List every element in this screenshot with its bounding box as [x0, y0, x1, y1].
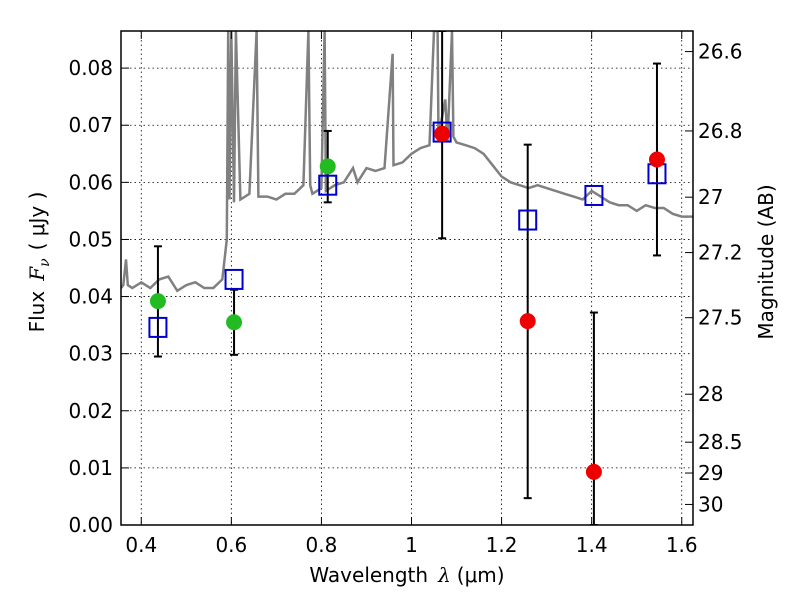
model-square-marker: [148, 316, 168, 338]
model-square-marker: [318, 174, 338, 196]
y2-tick-label: 28.5: [698, 430, 743, 454]
y-tick-label: 0.05: [68, 227, 113, 251]
green-circle-marker: [319, 158, 336, 175]
y2-axis-title: Magnitude (AB): [754, 184, 778, 339]
plot-frame: [120, 30, 694, 526]
y2-tick-label: 30: [698, 492, 723, 516]
green-circle-marker: [149, 293, 166, 310]
spectrum-line: [121, 31, 693, 293]
y2-tick-label: 26.6: [698, 40, 743, 64]
y-tick-labels: 0.00 0.01 0.02 0.03 0.04 0.05 0.06 0.07 0.08: [68, 56, 113, 537]
model-square-marker: [584, 184, 604, 206]
y-tick-label: 0.08: [68, 56, 113, 80]
x-tick-label: 1.6: [666, 533, 698, 557]
y2-tick-label: 28: [698, 382, 723, 406]
y-tick-label: 0.02: [68, 399, 113, 423]
y2-tick-labels: 26.6 26.8 27 27.2 27.5 28 28.5 29 30: [698, 40, 743, 517]
red-circle-marker: [519, 313, 536, 330]
data-markers: [148, 121, 667, 480]
x-tick-label: 1.4: [576, 533, 608, 557]
y-tick-label: 0.01: [68, 456, 113, 480]
y-axis-title: FluxFν( μJy ): [25, 192, 53, 333]
red-circle-marker: [434, 125, 451, 142]
red-circle-marker: [585, 463, 602, 480]
y-tick-label: 0.03: [68, 342, 113, 366]
y2-tick-label: 26.8: [698, 119, 743, 143]
y2-tick-label: 27.5: [698, 306, 743, 330]
y-tick-label: 0.00: [68, 513, 113, 537]
y-tick-label: 0.06: [68, 170, 113, 194]
x-tick-label: 1.2: [486, 533, 518, 557]
model-square-marker: [518, 209, 538, 231]
x-tick-label: 0.8: [306, 533, 338, 557]
y-tick-label: 0.07: [68, 113, 113, 137]
green-circle-marker: [226, 314, 243, 331]
x-axis-title: Wavelength λ (μm): [309, 563, 504, 587]
x-tick-label: 1: [405, 533, 418, 557]
x-tick-label: 0.6: [215, 533, 247, 557]
y2-tick-label: 27: [698, 185, 723, 209]
axis-ticks: [121, 31, 693, 526]
model-square-marker: [224, 268, 244, 290]
y-tick-label: 0.04: [68, 285, 113, 309]
x-tick-labels: 0.4 0.6 0.8 1 1.2 1.4 1.6: [125, 533, 697, 557]
red-circle-marker: [648, 151, 665, 168]
y2-tick-label: 29: [698, 461, 723, 485]
grid: [121, 31, 693, 525]
y2-tick-label: 27.2: [698, 241, 743, 265]
x-tick-label: 0.4: [125, 533, 157, 557]
